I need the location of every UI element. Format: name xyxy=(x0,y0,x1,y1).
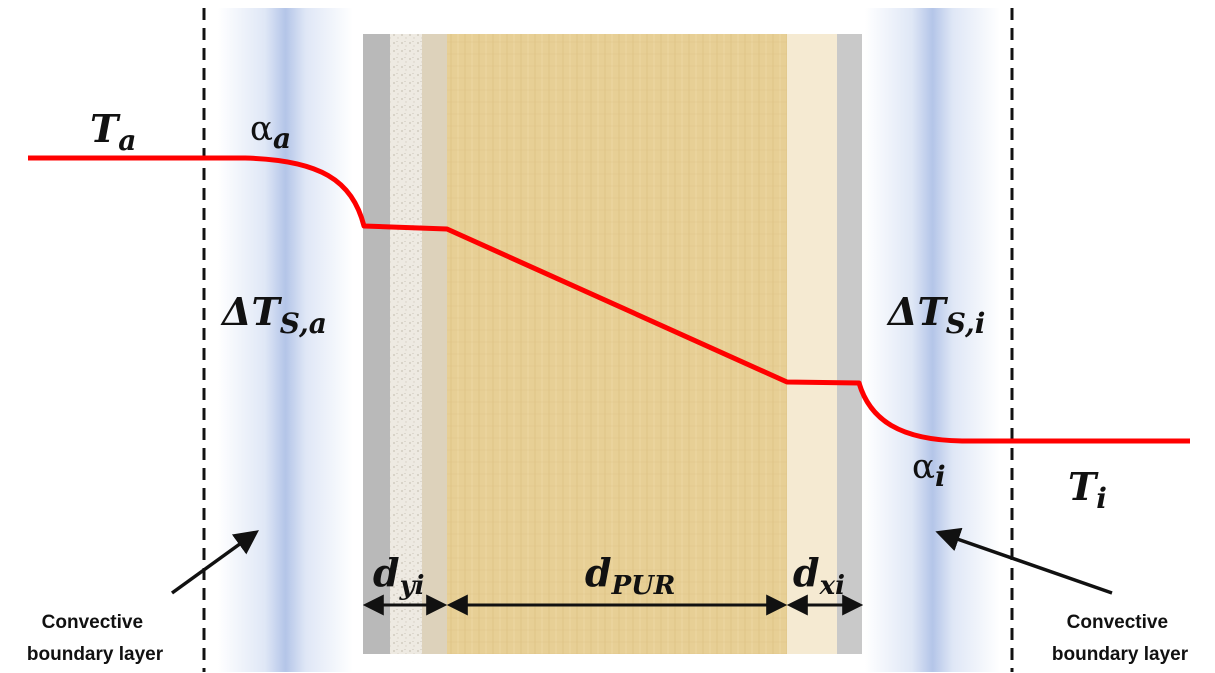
temperature-profile-line xyxy=(28,155,1190,444)
right-callout-text: Convective boundary layer xyxy=(1052,612,1189,665)
left-callout-arrow xyxy=(170,530,259,595)
label-delta-t-inside: ΔTS,i xyxy=(886,289,985,340)
inner-board-layer xyxy=(787,34,837,654)
outside-boundary-layer xyxy=(218,8,353,672)
pur-core-layer xyxy=(447,34,787,654)
inner-skin-layer xyxy=(837,34,862,654)
label-t-outside: Ta xyxy=(90,106,136,157)
label-alpha-inside: αi xyxy=(912,447,946,493)
plaster-layer xyxy=(390,34,422,654)
inside-boundary-layer xyxy=(865,8,1000,672)
right-callout-arrow xyxy=(935,527,1113,595)
plaster-transition xyxy=(422,34,447,654)
outer-skin-layer xyxy=(363,34,390,654)
label-alpha-outside: αa xyxy=(250,109,291,155)
label-t-inside: Ti xyxy=(1068,464,1107,515)
left-callout-text: Convective boundary layer xyxy=(27,612,164,665)
label-delta-t-outside: ΔTS,a xyxy=(220,289,327,340)
label-d-outer-layer: dyi xyxy=(373,550,425,601)
